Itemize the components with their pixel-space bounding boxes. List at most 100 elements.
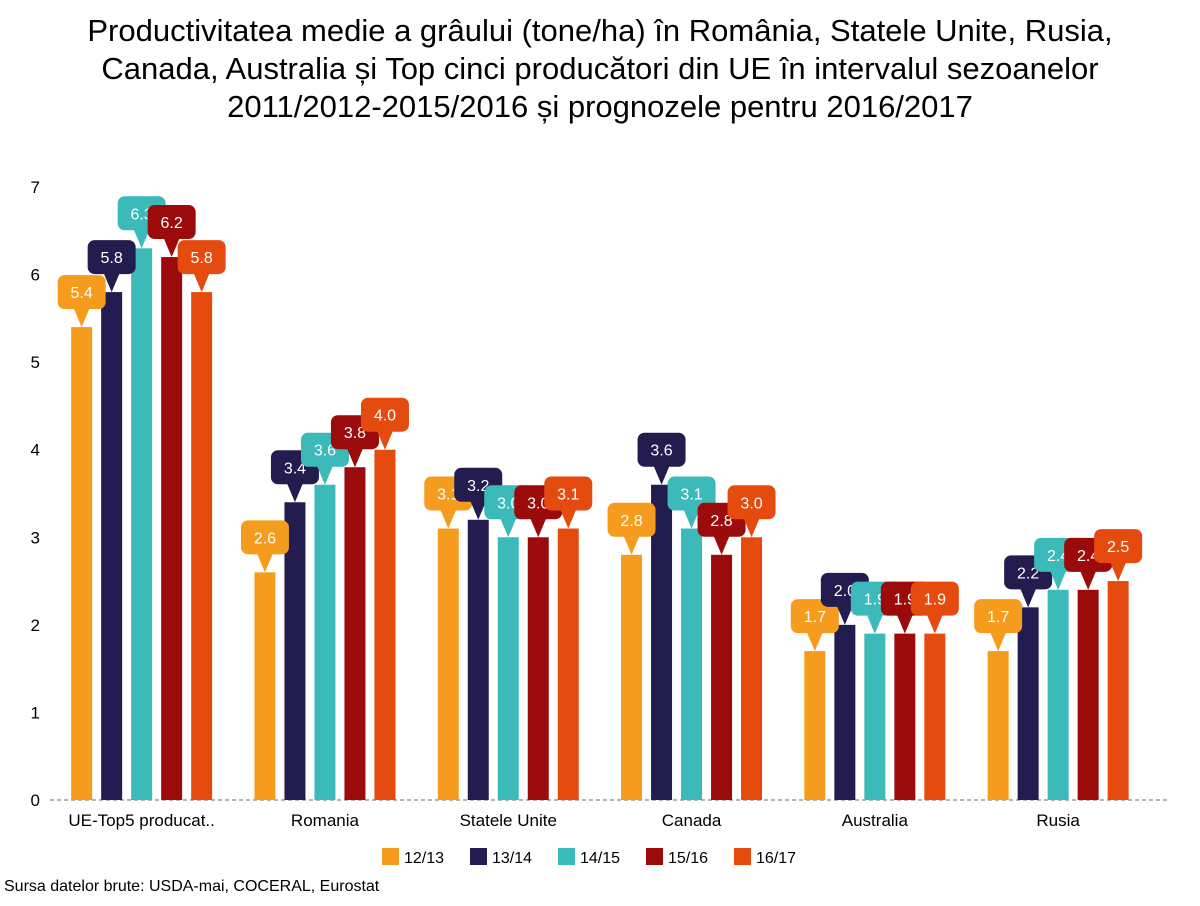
data-label: 3.1 xyxy=(557,487,579,504)
data-label: 2.4 xyxy=(1077,548,1099,565)
data-label: 3.4 xyxy=(284,460,306,477)
data-label-pointer xyxy=(806,632,823,652)
bar xyxy=(621,554,643,800)
data-label-pointer xyxy=(560,509,577,529)
bar xyxy=(374,449,396,800)
data-label-bubble xyxy=(177,240,226,275)
bar xyxy=(651,484,673,800)
bar xyxy=(527,537,549,800)
bar xyxy=(1107,581,1129,800)
data-label: 2.8 xyxy=(620,513,642,530)
data-label: 1.7 xyxy=(804,609,826,626)
data-label-bubble xyxy=(544,476,593,511)
bar xyxy=(161,257,183,800)
data-label: 1.9 xyxy=(924,592,946,609)
data-label-pointer xyxy=(376,430,393,450)
chart-title-line-1: Productivitatea medie a grâului (tone/ha… xyxy=(87,13,1113,48)
bar xyxy=(804,651,826,800)
data-label-bubble xyxy=(667,476,716,511)
data-label: 5.8 xyxy=(191,250,213,267)
data-label: 4.0 xyxy=(374,408,396,425)
data-label: 5.8 xyxy=(101,250,123,267)
data-label: 1.9 xyxy=(864,592,886,609)
chart-title-line-2: Canada, Australia și Top cinci producăto… xyxy=(101,51,1099,86)
data-label: 2.2 xyxy=(1017,565,1039,582)
bar xyxy=(131,248,153,801)
data-label-pointer xyxy=(73,308,90,328)
data-label: 1.7 xyxy=(987,609,1009,626)
data-label-bubble xyxy=(240,520,289,555)
data-label-pointer xyxy=(990,632,1007,652)
bar xyxy=(344,467,366,800)
bar xyxy=(191,292,213,800)
x-tick-label: Romania xyxy=(291,811,360,830)
y-tick-label: 2 xyxy=(31,616,40,635)
bar xyxy=(314,484,336,800)
data-label-pointer xyxy=(500,518,517,538)
legend-swatch xyxy=(646,848,663,865)
data-label: 5.4 xyxy=(71,285,93,302)
data-label-pointer xyxy=(193,273,210,293)
data-label: 3.6 xyxy=(314,443,336,460)
data-label: 3.0 xyxy=(527,495,549,512)
legend-swatch xyxy=(382,848,399,865)
bar xyxy=(711,554,733,800)
data-label-pointer xyxy=(316,465,333,485)
legend-label: 15/16 xyxy=(668,850,708,867)
data-label-pointer xyxy=(133,229,150,249)
data-label-pointer xyxy=(623,535,640,555)
x-tick-label: Australia xyxy=(842,811,909,830)
bar xyxy=(894,633,916,800)
data-label: 6.3 xyxy=(131,206,153,223)
bar xyxy=(284,502,306,800)
data-label-pointer xyxy=(346,448,363,468)
data-label-bubble xyxy=(790,599,839,634)
data-label-pointer xyxy=(836,605,853,625)
x-tick-label: Canada xyxy=(662,811,722,830)
data-label-pointer xyxy=(866,614,883,634)
data-label-pointer xyxy=(743,518,760,538)
legend-label: 12/13 xyxy=(404,850,444,867)
data-label-bubble xyxy=(57,275,106,310)
data-label-pointer xyxy=(470,500,487,520)
data-label-bubble xyxy=(910,581,959,616)
data-label-pointer xyxy=(440,509,457,529)
bar xyxy=(71,327,93,800)
data-label-bubble xyxy=(727,485,776,520)
data-label: 6.2 xyxy=(161,215,183,232)
data-label-bubble xyxy=(607,502,656,537)
chart-title-line-3: 2011/2012-2015/2016 și prognozele pentru… xyxy=(227,89,973,124)
y-tick-label: 0 xyxy=(31,791,40,810)
data-label-pointer xyxy=(530,518,547,538)
bar xyxy=(467,519,489,800)
bar xyxy=(924,633,946,800)
data-label-bubble xyxy=(147,205,196,240)
bar xyxy=(834,624,856,800)
data-label-pointer xyxy=(683,509,700,529)
y-tick-label: 7 xyxy=(31,178,40,197)
source-note: Sursa datelor brute: USDA-mai, COCERAL, … xyxy=(4,878,380,895)
x-tick-label: UE-Top5 producat.. xyxy=(68,811,214,830)
data-label-bubble xyxy=(637,432,686,467)
bar xyxy=(741,537,763,800)
y-tick-label: 1 xyxy=(31,703,40,722)
bar xyxy=(1047,589,1069,800)
data-label-bubble xyxy=(1094,529,1143,564)
data-label-pointer xyxy=(1050,570,1067,590)
bar xyxy=(681,528,703,800)
data-label: 3.0 xyxy=(497,495,519,512)
chart-title: Productivitatea medie a grâului (tone/ha… xyxy=(0,12,1200,126)
bar xyxy=(987,651,1009,800)
data-label-pointer xyxy=(1080,570,1097,590)
bar xyxy=(437,528,459,800)
y-tick-label: 5 xyxy=(31,353,40,372)
y-tick-label: 3 xyxy=(31,528,40,547)
data-label-pointer xyxy=(713,535,730,555)
data-label-pointer xyxy=(653,465,670,485)
data-label-pointer xyxy=(926,614,943,634)
data-label-pointer xyxy=(163,238,180,258)
legend-swatch xyxy=(734,848,751,865)
data-label-pointer xyxy=(286,483,303,503)
y-tick-label: 4 xyxy=(31,441,40,460)
data-label-bubble xyxy=(974,599,1023,634)
